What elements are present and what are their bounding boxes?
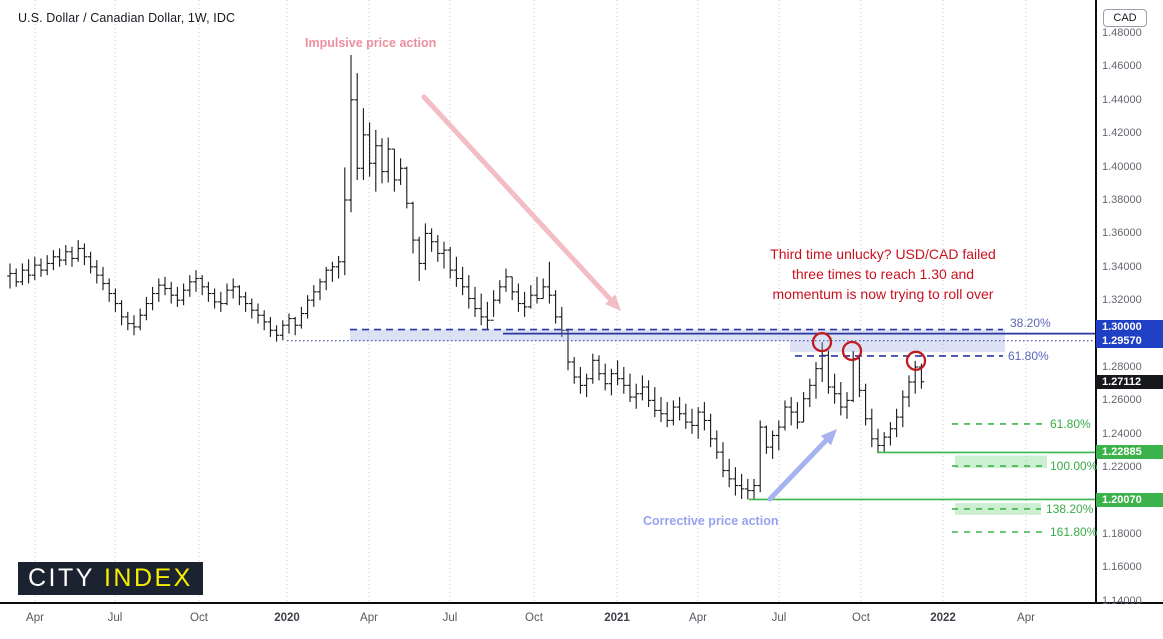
price-axis-label: 1.22000 (1102, 461, 1142, 474)
corrective-arrow-head (820, 429, 837, 446)
time-axis-label: Jul (107, 612, 123, 624)
price-axis-label: 1.26000 (1102, 394, 1142, 407)
price-level-badge: 1.20070 (1096, 493, 1163, 507)
time-axis-label: 2022 (930, 612, 956, 624)
failed-breakout-circle (841, 340, 863, 362)
price-axis-label: 1.16000 (1102, 561, 1142, 574)
fib-level-label: 161.80% (1050, 524, 1098, 539)
time-axis-label: Oct (190, 612, 208, 624)
price-axis-label: 1.18000 (1102, 528, 1142, 540)
currency-button[interactable]: CAD (1103, 9, 1147, 27)
failed-breakout-circle (811, 331, 833, 353)
time-axis-label: Apr (1017, 612, 1035, 624)
fib-level-label: 38.20% (1010, 315, 1051, 330)
time-axis-label: 2020 (274, 612, 300, 624)
price-level-badge: 1.29570 (1096, 334, 1163, 348)
price-axis-separator (1095, 0, 1097, 602)
time-axis-label: Oct (852, 612, 870, 624)
failed-breakout-circle (905, 350, 927, 371)
fib-level-label: 100.00% (1050, 459, 1098, 474)
price-axis-label: 1.46000 (1102, 60, 1142, 73)
analyst-note: Third time unlucky? USD/CAD failed three… (770, 244, 996, 304)
price-axis-label: 1.32000 (1102, 294, 1142, 307)
impulsive-annotation: Impulsive price action (305, 36, 437, 50)
analyst-note-line: Third time unlucky? USD/CAD failed (770, 246, 996, 262)
city-index-logo: CITY INDEX (18, 562, 203, 595)
price-axis-label: 1.44000 (1102, 93, 1142, 106)
time-axis-separator (0, 602, 1163, 604)
time-axis-label: Apr (360, 612, 378, 624)
impulsive-arrow (421, 94, 613, 302)
analyst-note-line: three times to reach 1.30 and (791, 266, 975, 282)
logo-index: INDEX (103, 564, 193, 592)
price-level-badge: 1.27112 (1096, 375, 1163, 389)
price-axis-label: 1.48000 (1102, 27, 1142, 39)
price-axis-label: 1.34000 (1102, 260, 1142, 273)
price-axis-label: 1.28000 (1102, 361, 1142, 373)
corrective-arrow (767, 438, 829, 502)
logo-city: CITY (28, 564, 95, 592)
chart-canvas[interactable] (0, 0, 1095, 602)
analyst-note-line: momentum is now trying to roll over (772, 286, 994, 302)
corrective-annotation: Corrective price action (643, 514, 779, 528)
price-level-badge: 1.22885 (1096, 445, 1163, 459)
fib-resistance-band (350, 329, 1005, 341)
time-axis-label: Jul (771, 612, 787, 624)
price-axis-label: 1.42000 (1102, 127, 1142, 140)
impulsive-arrow-head (605, 294, 621, 311)
price-axis-label: 1.36000 (1102, 227, 1142, 240)
price-axis-label: 1.24000 (1102, 427, 1142, 440)
fib-support-band (955, 455, 1047, 469)
price-level-badge: 1.30000 (1096, 320, 1163, 334)
fib-resistance-band (790, 340, 1005, 352)
price-axis-label: 1.38000 (1102, 194, 1142, 206)
fib-level-label: 138.20% (1046, 501, 1094, 516)
fib-level-label: 61.80% (1050, 416, 1091, 431)
fib-support-band (955, 503, 1041, 515)
time-axis-label: Apr (689, 612, 707, 624)
time-axis-label: Apr (26, 612, 44, 624)
time-axis-label: 2021 (604, 612, 630, 624)
time-axis-label: Jul (442, 612, 458, 624)
time-axis-label: Oct (525, 612, 543, 624)
fib-level-label: 61.80% (1008, 348, 1049, 363)
price-axis-label: 1.40000 (1102, 160, 1142, 173)
price-axis-label: 1.14000 (1102, 594, 1142, 607)
symbol-title: U.S. Dollar / Canadian Dollar, 1W, IDC (18, 11, 236, 25)
